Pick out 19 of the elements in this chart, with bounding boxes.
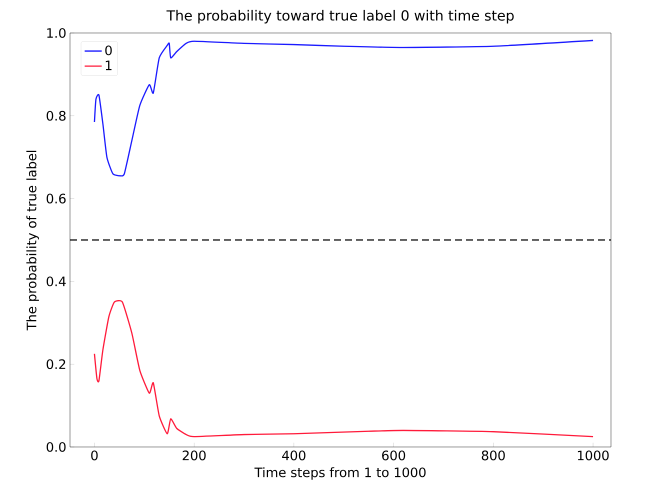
y-axis-title: The probability of true label (26, 150, 39, 330)
x-axis-title: Time steps from 1 to 1000 (254, 467, 426, 480)
y-tick-label: 1.0 (47, 28, 66, 38)
x-tick-label: 200 (182, 450, 206, 460)
chart-title: The probability toward true label 0 with time step (166, 10, 514, 24)
legend-label: 1 (106, 60, 112, 70)
y-tick-label: 0.0 (46, 442, 66, 452)
x-tick-label: 1000 (578, 450, 609, 460)
x-tick-label: 600 (382, 450, 406, 460)
line-series (94, 40, 594, 176)
x-tick-label: 800 (482, 450, 505, 460)
x-tick-label: 0 (91, 450, 98, 460)
y-tick-label: 0.2 (46, 359, 66, 370)
line-series (94, 300, 594, 438)
y-tick-label: 0.4 (46, 276, 66, 286)
y-tick-label: 0.6 (46, 194, 66, 204)
legend-label: 0 (105, 45, 112, 56)
x-tick-label: 400 (282, 450, 306, 460)
y-tick-label: 0.8 (46, 110, 66, 121)
